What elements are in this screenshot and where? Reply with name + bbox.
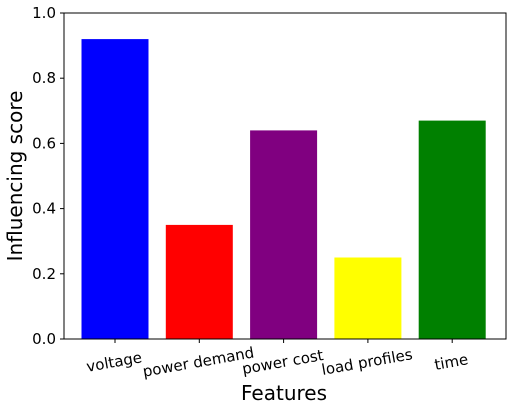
x-tick-label: load profiles [320, 345, 414, 379]
bars-group [81, 39, 486, 339]
x-tick-label: power demand [141, 343, 255, 380]
bar-power-demand [165, 224, 233, 339]
y-tick-label: 1.0 [32, 4, 56, 22]
x-tick-label: voltage [85, 348, 143, 375]
y-tick-label: 0.0 [32, 330, 56, 348]
y-tick-label: 0.2 [32, 265, 56, 283]
y-axis-label: Influencing score [3, 91, 27, 262]
y-axis: 0.0 0.2 0.4 0.6 0.8 1.0 [32, 4, 64, 348]
bar-load-profiles [334, 257, 402, 339]
bar-power-cost [250, 130, 318, 339]
x-axis-label: Features [241, 381, 327, 405]
y-tick-label: 0.4 [32, 200, 56, 218]
plot-area-frame [63, 12, 507, 340]
bar-voltage [81, 39, 149, 339]
y-tick-label: 0.8 [32, 69, 56, 87]
bar-time [418, 120, 486, 339]
y-tick-label: 0.6 [32, 134, 56, 152]
x-tick-label: time [433, 350, 470, 374]
